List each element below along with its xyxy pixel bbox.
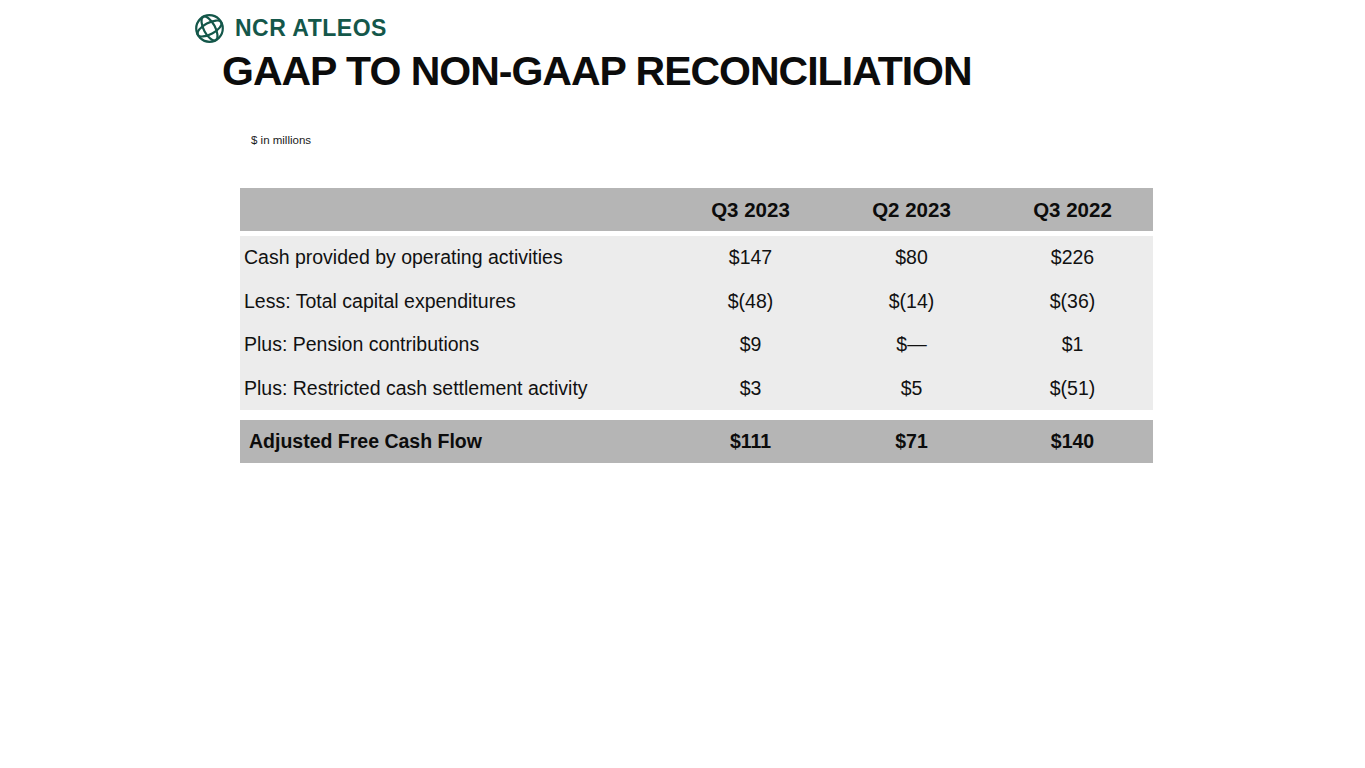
- brand-name: NCR ATLEOS: [235, 15, 387, 42]
- row-value: $147: [670, 246, 831, 269]
- total-row-value: $71: [831, 430, 992, 453]
- table-row: Plus: Pension contributions $9 $— $1: [240, 323, 1153, 367]
- units-note: $ in millions: [251, 134, 311, 146]
- globe-icon: [193, 12, 226, 45]
- slide: NCR ATLEOS GAAP TO NON-GAAP RECONCILIATI…: [0, 0, 1365, 768]
- column-header-q3-2022: Q3 2022: [992, 198, 1153, 222]
- column-header-q3-2023: Q3 2023: [670, 198, 831, 222]
- row-value: $(36): [992, 290, 1153, 313]
- row-value: $5: [831, 377, 992, 400]
- row-value: $9: [670, 333, 831, 356]
- row-value: $1: [992, 333, 1153, 356]
- row-label: Plus: Restricted cash settlement activit…: [240, 377, 670, 400]
- total-row-value: $140: [992, 430, 1153, 453]
- row-label: Cash provided by operating activities: [240, 246, 670, 269]
- row-value: $(48): [670, 290, 831, 313]
- table-header-row: Q3 2023 Q2 2023 Q3 2022: [240, 188, 1153, 231]
- table-row: Plus: Restricted cash settlement activit…: [240, 367, 1153, 411]
- table-body: Cash provided by operating activities $1…: [240, 236, 1153, 410]
- row-value: $(51): [992, 377, 1153, 400]
- table-total-row: Adjusted Free Cash Flow $111 $71 $140: [240, 420, 1153, 463]
- table-row: Less: Total capital expenditures $(48) $…: [240, 280, 1153, 324]
- row-value: $226: [992, 246, 1153, 269]
- reconciliation-table: Q3 2023 Q2 2023 Q3 2022 Cash provided by…: [240, 188, 1153, 463]
- row-label: Plus: Pension contributions: [240, 333, 670, 356]
- row-value: $3: [670, 377, 831, 400]
- total-row-label: Adjusted Free Cash Flow: [240, 430, 670, 453]
- row-value: $—: [831, 333, 992, 356]
- row-value: $(14): [831, 290, 992, 313]
- total-row-value: $111: [670, 430, 831, 453]
- row-value: $80: [831, 246, 992, 269]
- column-header-q2-2023: Q2 2023: [831, 198, 992, 222]
- brand-header: NCR ATLEOS: [193, 12, 387, 45]
- row-label: Less: Total capital expenditures: [240, 290, 670, 313]
- page-title: GAAP TO NON-GAAP RECONCILIATION: [222, 48, 1222, 95]
- table-row: Cash provided by operating activities $1…: [240, 236, 1153, 280]
